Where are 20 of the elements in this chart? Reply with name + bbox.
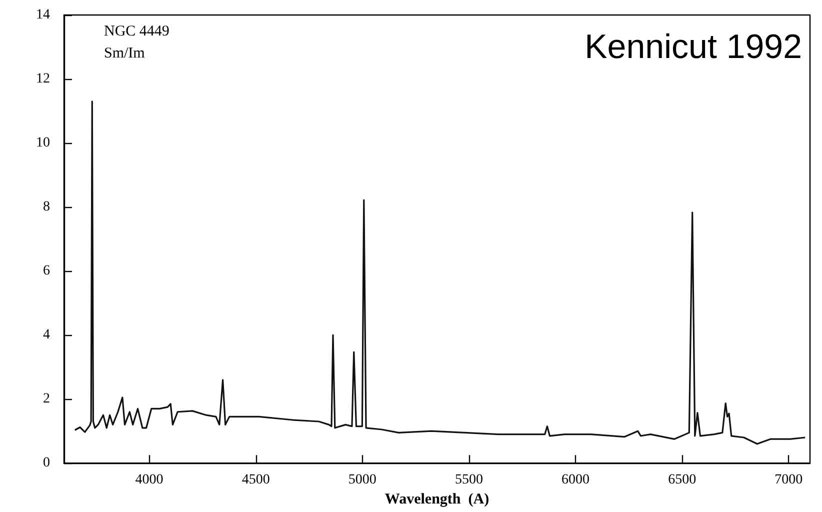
y-tick-label: 14 [36,8,50,22]
x-tick-label: 4000 [135,472,164,488]
annotation: Sm/Im [104,46,146,62]
x-tick-label: 6500 [668,472,696,488]
y-tick-label: 2 [43,392,50,407]
y-tick-label: 6 [43,264,50,279]
x-tick-label: 7000 [774,472,803,488]
x-tick-label: 4500 [242,472,270,488]
x-axis-title: Wavelength (A) [384,492,490,508]
x-tick-label: 6000 [562,472,590,488]
y-tick-label: 0 [43,456,50,471]
x-tick-label: 5500 [454,472,483,488]
annotation: NGC 4449 [104,24,170,40]
line-series [74,100,806,445]
y-tick-label: 12 [36,72,50,87]
annotation: Kennicut 1992 [584,28,802,66]
y-tick-label: 8 [43,200,50,215]
y-tick-label: 10 [36,136,50,151]
y-tick-label: 4 [43,328,50,343]
x-tick-label: 5000 [348,472,376,488]
